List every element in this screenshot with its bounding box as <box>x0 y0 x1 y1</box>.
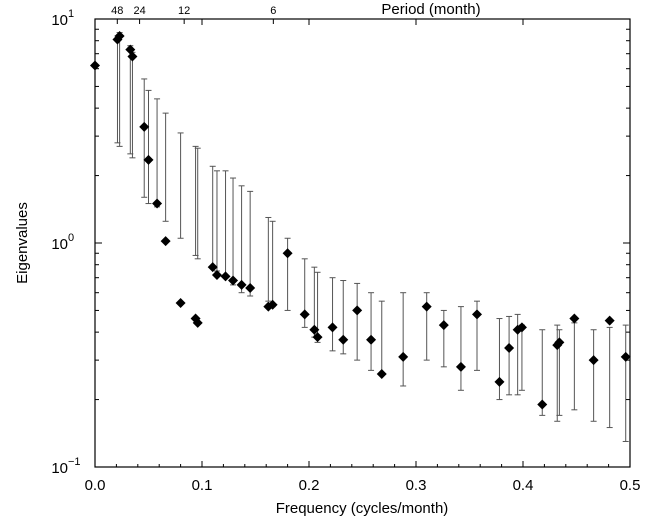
error-bars <box>114 32 629 442</box>
x-tick-label: 0.2 <box>299 477 320 494</box>
data-point <box>338 334 349 345</box>
data-point <box>352 305 363 316</box>
data-point <box>245 282 256 293</box>
y-tick-label: 10 <box>51 12 68 29</box>
data-point <box>267 299 278 310</box>
data-point <box>327 322 338 333</box>
data-point <box>207 262 218 273</box>
data-point <box>211 269 222 280</box>
data-markers <box>90 30 631 410</box>
y-tick-exponent: 1 <box>68 8 74 20</box>
x-tick-label: 0.5 <box>620 477 641 494</box>
top-tick-label: 24 <box>133 5 145 17</box>
data-point <box>604 315 615 326</box>
data-point <box>588 355 599 366</box>
top-tick-label: 48 <box>111 5 123 17</box>
data-point <box>620 351 631 362</box>
data-point <box>160 236 171 247</box>
top-tick-label: 12 <box>178 5 190 17</box>
data-point <box>127 51 138 62</box>
data-point <box>569 313 580 324</box>
y-tick-exponent: −1 <box>68 456 81 468</box>
x-axis-label: Frequency (cycles/month) <box>276 500 449 517</box>
data-point <box>228 275 239 286</box>
data-point <box>554 337 565 348</box>
data-point <box>494 376 505 387</box>
data-point <box>90 60 100 71</box>
data-point <box>192 317 203 328</box>
data-point <box>175 297 186 308</box>
x-tick-label: 0.3 <box>406 477 427 494</box>
y-axis-label: Eigenvalues <box>14 202 31 284</box>
y-tick-label: 10 <box>51 236 68 253</box>
data-point <box>139 121 150 132</box>
data-point <box>504 342 515 353</box>
data-point <box>376 369 387 380</box>
top-tick-label: 6 <box>270 5 276 17</box>
top-axis-ticks: 48 24 12 6 <box>111 5 276 24</box>
data-point <box>398 351 409 362</box>
data-point <box>309 324 320 335</box>
data-point <box>282 248 293 259</box>
data-point <box>236 279 247 290</box>
data-point <box>114 30 125 41</box>
data-point <box>366 334 377 345</box>
x-tick-label: 0.1 <box>192 477 213 494</box>
data-point <box>537 399 548 410</box>
x-tick-label: 0.4 <box>513 477 534 494</box>
data-point <box>143 154 154 165</box>
data-point <box>516 322 527 333</box>
data-point <box>438 320 449 331</box>
data-point <box>299 309 310 320</box>
data-point <box>455 361 466 372</box>
data-point <box>421 301 432 312</box>
x-axis-ticks: 0.0 0.1 0.2 0.3 0.4 0.5 <box>85 19 641 494</box>
top-axis-label: Period (month) <box>381 1 480 18</box>
data-point <box>220 271 231 282</box>
y-tick-label: 10 <box>51 460 68 477</box>
y-tick-exponent: 0 <box>68 232 74 244</box>
x-tick-label: 0.0 <box>85 477 106 494</box>
data-point <box>152 198 163 209</box>
plot-frame <box>94 18 631 468</box>
data-point <box>312 332 323 343</box>
data-point <box>471 309 482 320</box>
